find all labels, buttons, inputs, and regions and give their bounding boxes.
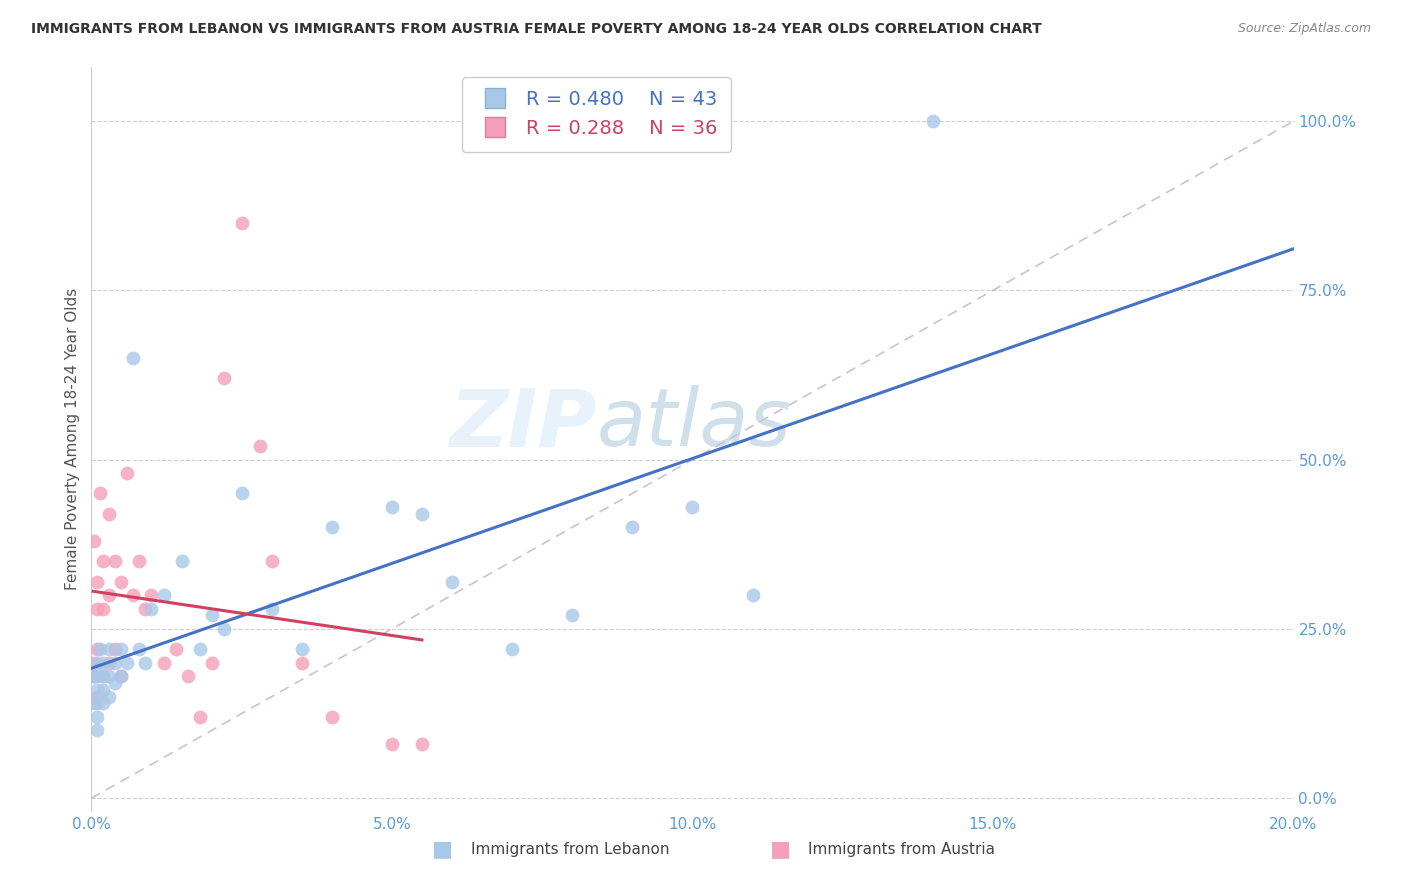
Point xyxy=(86,710,108,724)
Point xyxy=(201,656,224,670)
Point xyxy=(98,642,121,657)
Point xyxy=(93,554,115,568)
Point xyxy=(440,574,463,589)
Point xyxy=(134,656,156,670)
Point xyxy=(104,554,127,568)
Point xyxy=(89,642,111,657)
Point xyxy=(104,656,127,670)
Point xyxy=(561,608,583,623)
Text: ZIP: ZIP xyxy=(449,385,596,464)
Text: IMMIGRANTS FROM LEBANON VS IMMIGRANTS FROM AUSTRIA FEMALE POVERTY AMONG 18-24 YE: IMMIGRANTS FROM LEBANON VS IMMIGRANTS FR… xyxy=(31,22,1042,37)
Point xyxy=(188,710,211,724)
Point xyxy=(165,642,187,657)
Point xyxy=(128,554,150,568)
Point xyxy=(152,588,174,602)
Point xyxy=(381,500,404,514)
Point xyxy=(128,642,150,657)
Text: Immigrants from Austria: Immigrants from Austria xyxy=(808,842,995,856)
Point xyxy=(86,723,108,738)
Point xyxy=(98,669,121,683)
Point xyxy=(86,690,108,704)
Point xyxy=(98,588,121,602)
Point xyxy=(501,642,523,657)
Point xyxy=(922,114,945,128)
Point xyxy=(381,737,404,751)
Point xyxy=(176,669,198,683)
Point xyxy=(134,601,156,615)
Point xyxy=(104,676,127,690)
Point xyxy=(86,669,108,683)
Point xyxy=(141,588,163,602)
Point xyxy=(98,656,121,670)
Text: ■: ■ xyxy=(770,839,790,859)
Point xyxy=(93,669,115,683)
Point xyxy=(86,601,108,615)
Point xyxy=(93,669,115,683)
Point xyxy=(83,533,105,548)
Point xyxy=(86,642,108,657)
Point xyxy=(117,466,139,480)
Text: Source: ZipAtlas.com: Source: ZipAtlas.com xyxy=(1237,22,1371,36)
Point xyxy=(110,642,132,657)
Point xyxy=(89,486,111,500)
Point xyxy=(212,371,235,385)
Y-axis label: Female Poverty Among 18-24 Year Olds: Female Poverty Among 18-24 Year Olds xyxy=(65,288,80,591)
Point xyxy=(98,690,121,704)
Point xyxy=(152,656,174,670)
Point xyxy=(188,642,211,657)
Text: Immigrants from Lebanon: Immigrants from Lebanon xyxy=(471,842,669,856)
Point xyxy=(93,656,115,670)
Point xyxy=(411,507,433,521)
Point xyxy=(291,642,314,657)
Point xyxy=(86,682,108,697)
Text: ■: ■ xyxy=(433,839,453,859)
Point xyxy=(86,574,108,589)
Point xyxy=(93,697,115,711)
Point xyxy=(141,601,163,615)
Point xyxy=(82,656,104,670)
Legend: R = 0.480    N = 43, R = 0.288    N = 36: R = 0.480 N = 43, R = 0.288 N = 36 xyxy=(461,77,731,152)
Text: atlas: atlas xyxy=(596,385,792,464)
Point xyxy=(86,697,108,711)
Point xyxy=(110,669,132,683)
Point xyxy=(291,656,314,670)
Point xyxy=(117,656,139,670)
Point xyxy=(122,351,145,365)
Point xyxy=(83,669,105,683)
Point xyxy=(681,500,703,514)
Point xyxy=(122,588,145,602)
Point xyxy=(212,622,235,636)
Point xyxy=(231,216,253,230)
Point xyxy=(249,439,271,453)
Point xyxy=(98,507,121,521)
Point xyxy=(104,642,127,657)
Point xyxy=(260,601,283,615)
Point xyxy=(321,520,343,534)
Point xyxy=(110,669,132,683)
Point xyxy=(83,669,105,683)
Point xyxy=(621,520,644,534)
Point xyxy=(170,554,193,568)
Point xyxy=(741,588,763,602)
Point xyxy=(260,554,283,568)
Point xyxy=(86,656,108,670)
Point xyxy=(93,682,115,697)
Point xyxy=(110,574,132,589)
Point xyxy=(93,601,115,615)
Point xyxy=(231,486,253,500)
Point xyxy=(321,710,343,724)
Point xyxy=(411,737,433,751)
Point xyxy=(201,608,224,623)
Point xyxy=(83,697,105,711)
